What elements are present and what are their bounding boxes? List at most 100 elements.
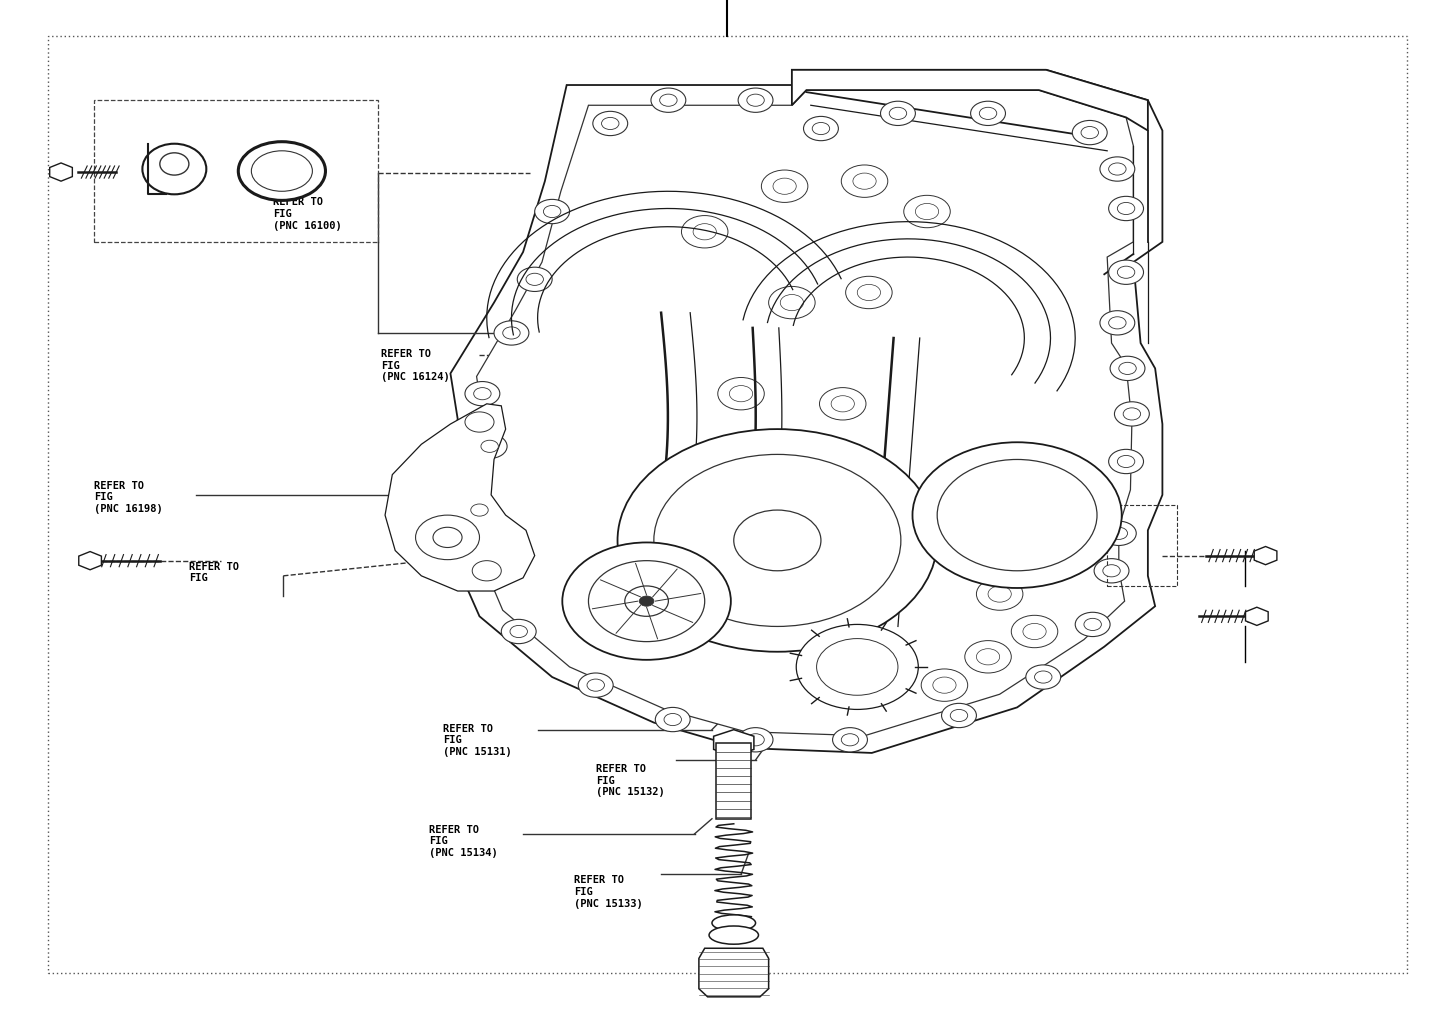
Circle shape bbox=[846, 277, 892, 309]
Circle shape bbox=[769, 287, 815, 319]
Bar bbox=[716, 743, 751, 819]
Circle shape bbox=[729, 386, 753, 402]
Circle shape bbox=[587, 679, 604, 692]
Bar bbox=[1107, 506, 1177, 586]
Circle shape bbox=[1026, 665, 1061, 690]
Circle shape bbox=[1081, 127, 1098, 140]
Circle shape bbox=[942, 704, 976, 728]
Ellipse shape bbox=[251, 152, 312, 192]
Circle shape bbox=[664, 714, 681, 726]
Circle shape bbox=[535, 200, 570, 224]
Circle shape bbox=[889, 108, 907, 120]
Circle shape bbox=[853, 174, 876, 190]
Circle shape bbox=[904, 196, 950, 228]
Circle shape bbox=[472, 435, 507, 459]
Circle shape bbox=[639, 596, 654, 607]
Circle shape bbox=[804, 117, 838, 142]
Circle shape bbox=[881, 102, 915, 126]
Polygon shape bbox=[713, 730, 754, 756]
Circle shape bbox=[588, 561, 705, 642]
Polygon shape bbox=[699, 948, 769, 997]
Circle shape bbox=[1110, 357, 1145, 381]
Circle shape bbox=[471, 504, 488, 517]
Circle shape bbox=[921, 669, 968, 702]
Circle shape bbox=[817, 639, 898, 696]
Text: REFER TO
FIG: REFER TO FIG bbox=[189, 561, 238, 582]
Text: REFER TO
FIG
(PNC 16198): REFER TO FIG (PNC 16198) bbox=[94, 480, 163, 514]
Circle shape bbox=[819, 388, 866, 421]
Circle shape bbox=[1101, 522, 1136, 546]
Circle shape bbox=[976, 649, 1000, 665]
Circle shape bbox=[578, 673, 613, 698]
Polygon shape bbox=[1254, 547, 1277, 565]
Circle shape bbox=[950, 710, 968, 722]
Circle shape bbox=[1023, 550, 1069, 582]
Circle shape bbox=[773, 179, 796, 195]
Circle shape bbox=[1103, 565, 1120, 577]
Circle shape bbox=[841, 166, 888, 198]
Circle shape bbox=[1109, 261, 1144, 285]
Circle shape bbox=[965, 641, 1011, 673]
Circle shape bbox=[526, 274, 543, 286]
Circle shape bbox=[501, 620, 536, 644]
Circle shape bbox=[517, 268, 552, 292]
Circle shape bbox=[857, 285, 881, 301]
Circle shape bbox=[937, 460, 1097, 571]
Circle shape bbox=[472, 561, 501, 581]
Circle shape bbox=[1109, 317, 1126, 330]
Text: REFER TO
FIG
(PNC 15131): REFER TO FIG (PNC 15131) bbox=[443, 723, 511, 756]
Circle shape bbox=[747, 734, 764, 746]
Circle shape bbox=[841, 734, 859, 746]
Circle shape bbox=[618, 430, 937, 652]
Circle shape bbox=[933, 677, 956, 694]
Circle shape bbox=[474, 388, 491, 400]
Circle shape bbox=[416, 516, 479, 560]
Circle shape bbox=[465, 412, 494, 433]
Circle shape bbox=[481, 568, 498, 580]
Circle shape bbox=[660, 95, 677, 107]
Circle shape bbox=[812, 123, 830, 135]
Text: REFER TO
FIG
(PNC 15134): REFER TO FIG (PNC 15134) bbox=[429, 824, 497, 857]
Ellipse shape bbox=[238, 143, 325, 201]
Text: REFER TO
FIG
(PNC 15132): REFER TO FIG (PNC 15132) bbox=[596, 763, 664, 797]
Circle shape bbox=[1100, 158, 1135, 182]
Circle shape bbox=[780, 295, 804, 311]
Ellipse shape bbox=[160, 154, 189, 176]
Circle shape bbox=[693, 224, 716, 241]
Text: REFER TO
FIG
(PNC 16100): REFER TO FIG (PNC 16100) bbox=[273, 197, 341, 231]
Text: REFER TO
FIG
(PNC 15133): REFER TO FIG (PNC 15133) bbox=[574, 875, 642, 908]
Circle shape bbox=[562, 543, 731, 660]
Polygon shape bbox=[443, 71, 1162, 753]
Circle shape bbox=[1035, 558, 1058, 574]
Circle shape bbox=[681, 216, 728, 249]
Circle shape bbox=[1109, 197, 1144, 221]
Circle shape bbox=[976, 578, 1023, 611]
Ellipse shape bbox=[712, 915, 756, 931]
Circle shape bbox=[988, 586, 1011, 603]
Circle shape bbox=[462, 498, 497, 523]
Circle shape bbox=[1109, 450, 1144, 474]
Circle shape bbox=[655, 708, 690, 732]
Ellipse shape bbox=[709, 926, 758, 944]
Bar bbox=[94, 101, 378, 243]
Circle shape bbox=[912, 443, 1122, 588]
Circle shape bbox=[465, 382, 500, 406]
Circle shape bbox=[1011, 616, 1058, 648]
Text: REFER TO
FIG
(PNC 16124): REFER TO FIG (PNC 16124) bbox=[381, 349, 449, 382]
Circle shape bbox=[1110, 528, 1128, 540]
Circle shape bbox=[1119, 363, 1136, 375]
Circle shape bbox=[1094, 559, 1129, 583]
Polygon shape bbox=[385, 404, 535, 591]
Circle shape bbox=[625, 586, 668, 617]
Circle shape bbox=[1075, 613, 1110, 637]
Ellipse shape bbox=[142, 145, 206, 195]
Circle shape bbox=[654, 455, 901, 627]
Circle shape bbox=[1117, 267, 1135, 279]
Circle shape bbox=[776, 449, 822, 481]
Circle shape bbox=[472, 562, 507, 586]
Circle shape bbox=[1035, 671, 1052, 683]
Circle shape bbox=[734, 511, 821, 571]
Circle shape bbox=[1109, 164, 1126, 176]
Circle shape bbox=[1100, 311, 1135, 336]
Circle shape bbox=[1117, 203, 1135, 215]
